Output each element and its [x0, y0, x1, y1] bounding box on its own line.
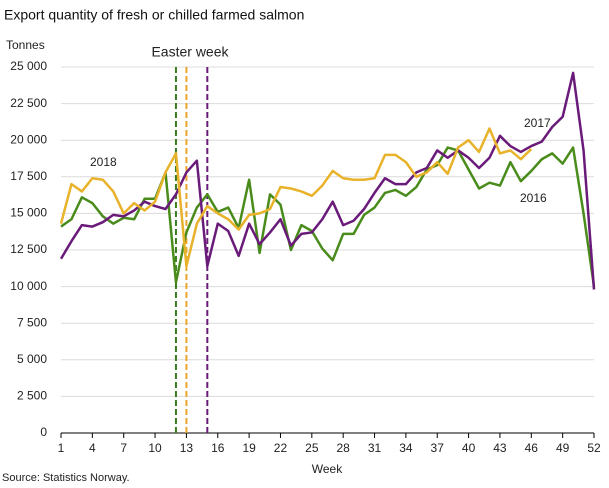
y-tick-label: 15 000 — [10, 206, 47, 220]
y-tick-label: 22 500 — [10, 96, 47, 110]
source: Source: Statistics Norway. — [2, 472, 130, 484]
series-line — [59, 71, 596, 290]
x-tick-label: 1 — [58, 441, 65, 455]
x-axis-label: Week — [312, 462, 343, 476]
y-tick-label: 10 000 — [10, 279, 47, 293]
x-tick-label: 52 — [587, 441, 601, 455]
x-tick-label: 7 — [120, 441, 127, 455]
y-tick-label: 0 — [40, 425, 47, 439]
x-tick-label: 40 — [462, 441, 476, 455]
annotation: Easter week — [151, 44, 229, 60]
y-tick-label: 17 500 — [10, 169, 47, 183]
x-tick-label: 43 — [493, 441, 507, 455]
x-tick-label: 10 — [148, 441, 162, 455]
chart-title: Export quantity of fresh or chilled farm… — [4, 7, 304, 23]
series-label: 2017 — [524, 116, 551, 130]
x-tick-label: 25 — [305, 441, 319, 455]
x-tick-label: 19 — [242, 441, 256, 455]
y-tick-label: 5 000 — [17, 352, 47, 366]
y-tick-label: 12 500 — [10, 242, 47, 256]
x-tick-label: 49 — [556, 441, 570, 455]
x-tick-label: 4 — [89, 441, 96, 455]
y-tick-label: 2 500 — [17, 389, 47, 403]
y-axis-label: Tonnes — [6, 38, 45, 52]
series-line — [60, 146, 596, 287]
series-label: 2018 — [90, 155, 117, 169]
y-tick-label: 25 000 — [10, 59, 47, 73]
y-tick-label: 20 000 — [10, 132, 47, 146]
x-tick-label: 31 — [368, 441, 382, 455]
x-tick-label: 13 — [180, 441, 194, 455]
series-label: 2016 — [520, 191, 547, 205]
x-tick-label: 28 — [336, 441, 350, 455]
x-tick-label: 46 — [525, 441, 539, 455]
x-tick-label: 37 — [431, 441, 445, 455]
y-tick-label: 7 500 — [17, 315, 47, 329]
x-tick-label: 16 — [211, 441, 225, 455]
x-tick-label: 22 — [274, 441, 288, 455]
series-line — [59, 127, 533, 268]
x-tick-label: 34 — [399, 441, 413, 455]
